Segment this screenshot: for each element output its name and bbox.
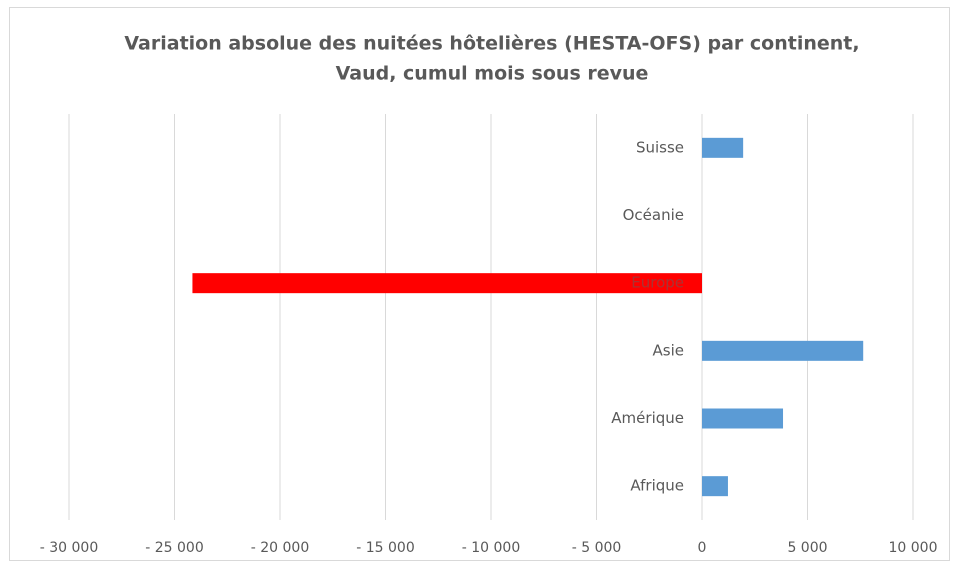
category-label: Afrique (630, 477, 684, 495)
x-tick-label: - 25 000 (145, 540, 204, 556)
category-label: Amérique (611, 409, 684, 427)
chart-title: Vaud, cumul mois sous revue (336, 63, 649, 85)
bar (192, 273, 702, 294)
x-tick-label: - 10 000 (462, 540, 521, 556)
bar (702, 408, 784, 429)
category-label: Asie (653, 341, 684, 359)
bar (702, 476, 728, 497)
x-tick-label: - 15 000 (356, 540, 415, 556)
x-tick-label: - 5 000 (572, 540, 622, 556)
category-label: Suisse (636, 138, 684, 156)
bar (702, 137, 744, 158)
x-tick-label: - 30 000 (40, 540, 99, 556)
bar (702, 340, 864, 361)
x-tick-label: 0 (698, 540, 707, 556)
category-label: Océanie (623, 206, 684, 224)
category-label: Europe (631, 274, 684, 292)
chart-title: Variation absolue des nuitées hôtelières… (124, 33, 859, 55)
x-tick-label: 5 000 (787, 540, 827, 556)
x-tick-label: - 20 000 (251, 540, 310, 556)
x-tick-label: 10 000 (889, 540, 938, 556)
